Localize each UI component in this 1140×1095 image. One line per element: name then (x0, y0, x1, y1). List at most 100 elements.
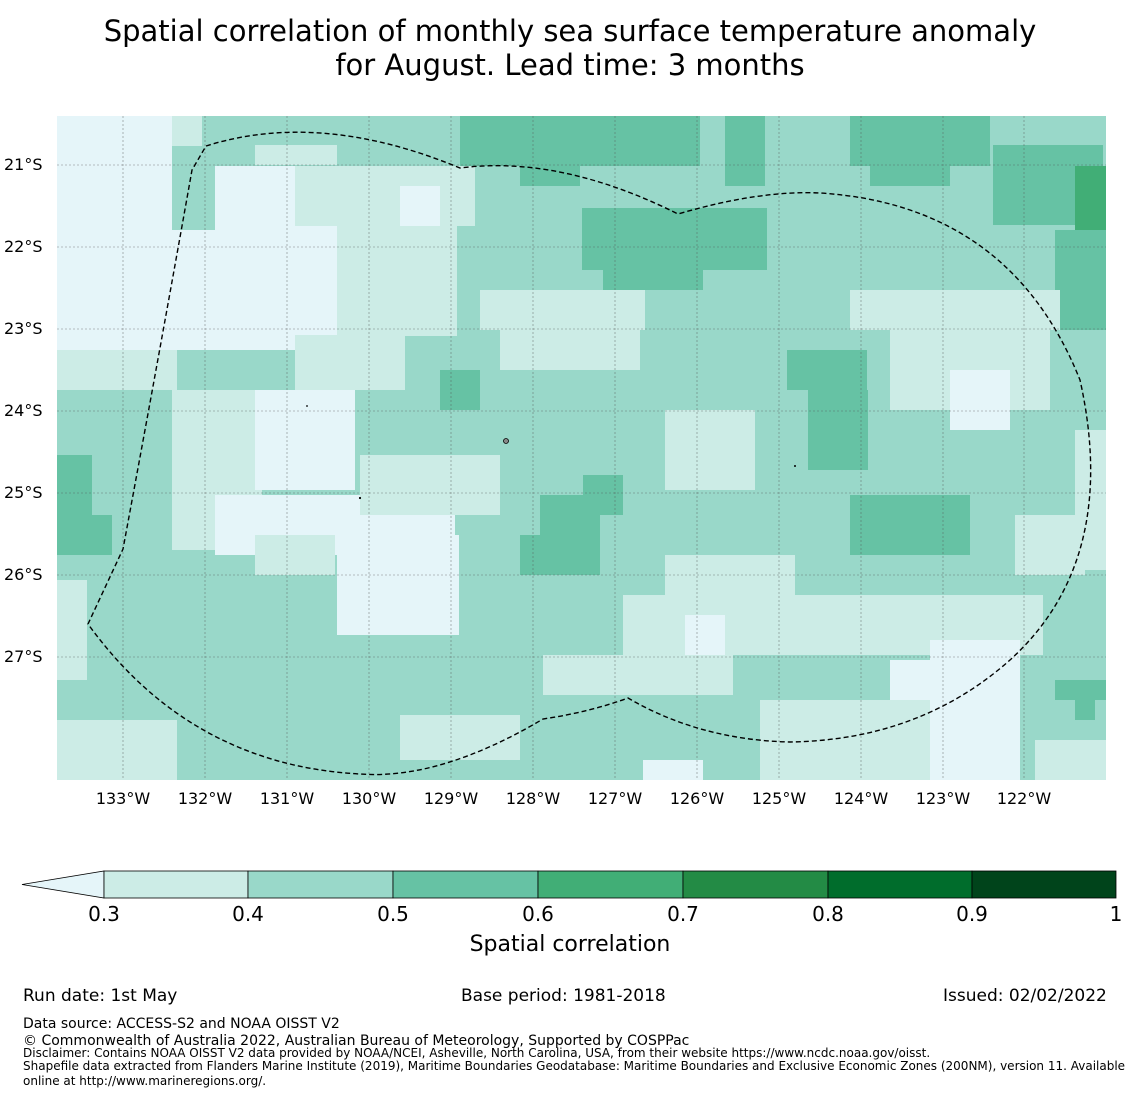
correlation-patch (255, 390, 355, 490)
correlation-patch (172, 116, 202, 146)
correlation-patch (760, 700, 930, 780)
lon-label-125w: 125°W (751, 789, 807, 808)
correlation-patch (725, 116, 765, 186)
correlation-patch (850, 290, 1060, 330)
correlation-patch (643, 760, 703, 780)
correlation-patch (337, 226, 457, 336)
lon-label-132w: 132°W (177, 789, 233, 808)
correlation-patch (583, 475, 623, 515)
colorbar-tick-0-5: 0.5 (377, 902, 409, 926)
lat-label-27s: 27°S (4, 647, 43, 666)
correlation-patch (930, 640, 1020, 780)
correlation-patch (582, 208, 767, 270)
correlation-patch (460, 116, 700, 166)
run-date: Run date: 1st May (23, 986, 178, 1006)
colorbar-segment (971, 870, 1117, 899)
chart-title: Spatial correlation of monthly sea surfa… (0, 14, 1140, 82)
correlation-patch (337, 535, 459, 635)
colorbar-tick-0-7: 0.7 (667, 902, 699, 926)
island-marker (358, 496, 362, 500)
lon-label-133w: 133°W (95, 789, 151, 808)
colorbar-segment (682, 870, 829, 899)
correlation-patch (850, 495, 970, 555)
lat-label-25s: 25°S (4, 483, 43, 502)
lon-label-128w: 128°W (505, 789, 561, 808)
data-source: Data source: ACCESS-S2 and NOAA OISST V2 (23, 1016, 340, 1032)
correlation-patch (1035, 740, 1106, 780)
correlation-map (57, 116, 1106, 780)
issued-date: Issued: 02/02/2022 (943, 986, 1107, 1006)
colorbar-scale (21, 870, 1117, 899)
correlation-patch (603, 270, 703, 290)
eez-boundary (87, 131, 1092, 776)
lat-label-24s: 24°S (4, 401, 43, 420)
correlation-patch (500, 330, 640, 370)
correlation-patch (57, 350, 177, 390)
lon-label-126w: 126°W (669, 789, 725, 808)
lon-label-129w: 129°W (423, 789, 479, 808)
colorbar-tick-0-8: 0.8 (812, 902, 844, 926)
correlation-patch (1075, 700, 1095, 720)
lon-label-130w: 130°W (341, 789, 397, 808)
correlation-patch (1015, 515, 1085, 575)
copyright-notice: © Commonwealth of Australia 2022, Austra… (23, 1033, 690, 1049)
colorbar-label: Spatial correlation (469, 932, 671, 957)
lat-label-26s: 26°S (4, 565, 43, 584)
correlation-patch (1055, 680, 1106, 700)
disclaimer: Disclaimer: Contains NOAA OISST V2 data … (23, 1046, 931, 1060)
lon-label-123w: 123°W (915, 789, 971, 808)
correlation-patch (360, 455, 500, 515)
colorbar-segment (103, 870, 249, 899)
lon-label-127w: 127°W (587, 789, 643, 808)
lon-label-131w: 131°W (259, 789, 315, 808)
correlation-patch (685, 615, 725, 655)
colorbar-extend-min (21, 870, 105, 899)
lat-label-23s: 23°S (4, 319, 43, 338)
correlation-patch (400, 715, 520, 760)
correlation-patch (543, 655, 733, 695)
correlation-patch (112, 740, 172, 780)
correlation-patch (520, 166, 580, 186)
base-period: Base period: 1981-2018 (461, 986, 666, 1006)
correlation-patch (255, 145, 337, 165)
title-line-2: for August. Lead time: 3 months (335, 48, 805, 82)
correlation-patch (255, 535, 335, 575)
correlation-patch (57, 580, 87, 680)
shapefile-credit-line-2: online at http://www.marineregions.org/. (23, 1074, 267, 1088)
correlation-patch (480, 290, 645, 330)
title-line-1: Spatial correlation of monthly sea surfa… (103, 14, 1037, 48)
correlation-patch (295, 166, 475, 226)
lat-label-21s: 21°S (4, 155, 43, 174)
correlation-patch (400, 186, 440, 226)
colorbar-segment (247, 870, 394, 899)
island-marker (306, 405, 308, 407)
map-area (57, 116, 1106, 780)
correlation-patch (808, 390, 868, 470)
island-marker (794, 465, 796, 467)
colorbar-tick-0-9: 0.9 (956, 902, 988, 926)
colorbar-tick-0-6: 0.6 (522, 902, 554, 926)
shapefile-credit-line-1: Shapefile data extracted from Flanders M… (23, 1059, 1126, 1073)
colorbar-tick-0-4: 0.4 (232, 902, 264, 926)
correlation-patch (850, 116, 990, 166)
correlation-patch (950, 370, 1010, 430)
correlation-patch (870, 166, 950, 186)
correlation-patch (57, 515, 112, 555)
lon-label-124w: 124°W (833, 789, 889, 808)
correlation-patch (787, 350, 867, 390)
correlation-patch (665, 410, 755, 490)
colorbar-segment (827, 870, 973, 899)
colorbar-segment (537, 870, 684, 899)
island-marker (503, 438, 509, 444)
colorbar-segment (392, 870, 539, 899)
colorbar (0, 860, 1140, 940)
correlation-patch (440, 370, 480, 410)
lon-label-122w: 122°W (996, 789, 1052, 808)
correlation-patch (57, 455, 92, 515)
correlation-patch (520, 535, 600, 575)
colorbar-tick-1: 1 (1109, 902, 1123, 926)
correlation-patch (295, 335, 405, 390)
colorbar-tick-0-3: 0.3 (88, 902, 120, 926)
correlation-patch (57, 230, 337, 350)
correlation-patch (1055, 230, 1106, 330)
